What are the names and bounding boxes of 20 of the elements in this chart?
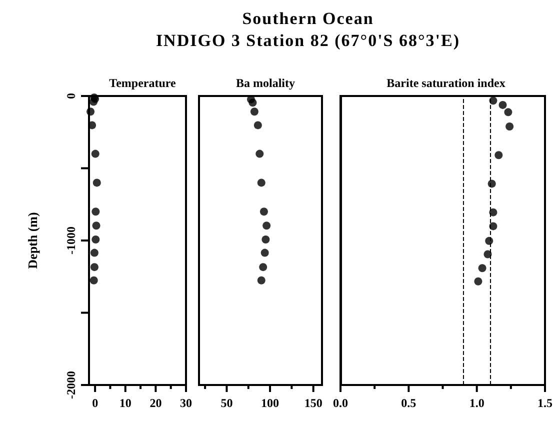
x-tick-label: 50: [220, 396, 233, 410]
x-tick-label: 1.0: [469, 396, 484, 410]
x-tick-label: 10: [119, 396, 132, 410]
x-tick-label: 0: [92, 396, 98, 410]
x-tick-label: 100: [261, 396, 280, 410]
x-tick-label: 30: [180, 396, 192, 410]
chart-title: Ba molality: [236, 76, 295, 90]
y-tick-label: 0: [64, 93, 78, 99]
text: INDIGO 3 Station 82 (67°0'S 68°3'E): [154, 30, 462, 52]
chart-title: Barite saturation index: [386, 76, 506, 90]
chart-title: Temperature: [109, 76, 176, 90]
x-tick-label: 20: [150, 396, 162, 410]
y-axis-title: Depth (m): [25, 212, 40, 269]
x-tick-label: 0.0: [333, 396, 348, 410]
text: Southern Ocean: [241, 8, 375, 30]
y-tick-label: -1000: [64, 226, 78, 254]
x-tick-label: 150: [304, 396, 322, 410]
x-tick-label: 0.5: [401, 396, 416, 410]
x-tick-label: 1.5: [538, 396, 552, 410]
y-tick-label: -2000: [64, 371, 78, 399]
